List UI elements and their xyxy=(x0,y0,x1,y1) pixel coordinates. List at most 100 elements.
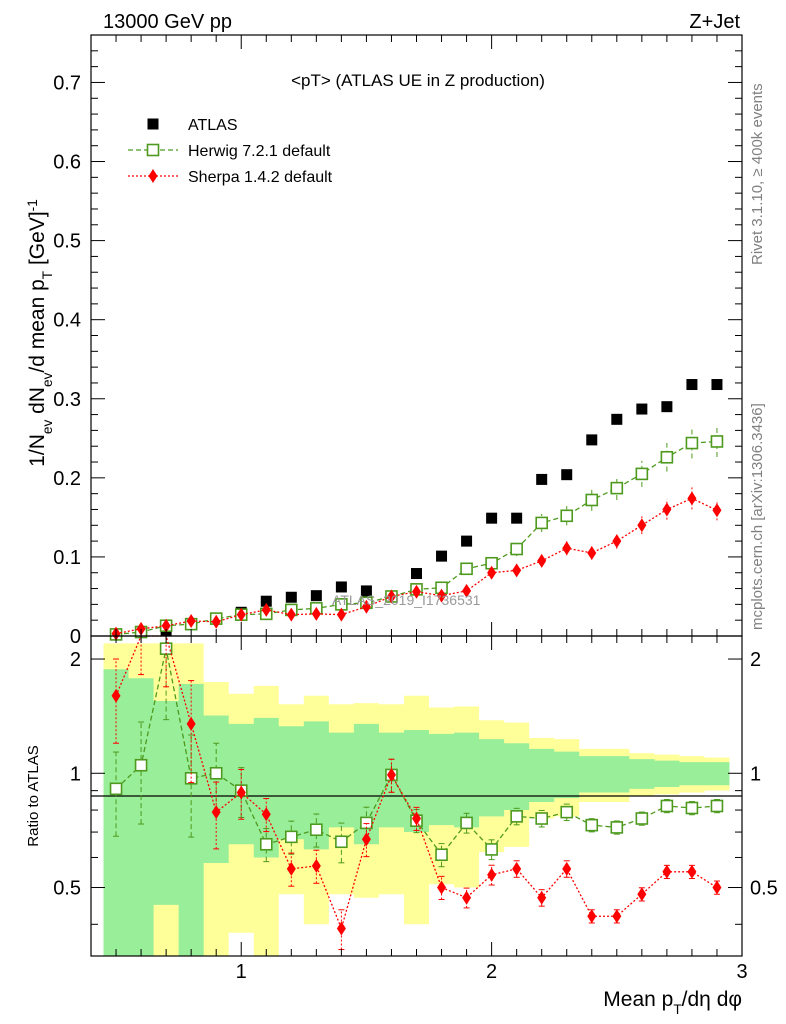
y-tick-label: 0.4 xyxy=(53,310,81,332)
y-tick-label: 0.3 xyxy=(53,389,81,411)
ratio-point xyxy=(585,818,599,832)
ratio-axis-label: Ratio to ATLAS xyxy=(25,745,42,846)
ratio-point xyxy=(437,880,447,895)
data-point xyxy=(460,562,473,576)
ratio-point xyxy=(286,861,296,876)
series-layer xyxy=(109,379,724,951)
ratio-point xyxy=(134,758,148,772)
data-point xyxy=(285,591,297,603)
ratio-point xyxy=(635,812,649,825)
data-point xyxy=(660,450,674,464)
ratio-point xyxy=(462,890,472,905)
data-point xyxy=(186,613,196,628)
data-point xyxy=(510,542,523,556)
data-point xyxy=(286,607,296,622)
data-point xyxy=(260,595,272,607)
ratio-point xyxy=(109,782,123,796)
legend: ATLAS Herwig 7.2.1 default Sherpa 1.4.2 de… xyxy=(128,117,333,186)
data-point xyxy=(437,588,447,603)
data-point xyxy=(611,413,623,425)
ratio-point xyxy=(261,807,271,822)
data-point xyxy=(712,503,722,518)
data-point xyxy=(687,491,697,506)
data-point xyxy=(361,599,371,614)
series-line xyxy=(115,497,718,635)
ratio-point xyxy=(685,801,699,815)
data-point xyxy=(161,618,171,633)
ratio-point xyxy=(535,812,548,825)
y-tick-label: 0.5 xyxy=(53,231,81,253)
data-point xyxy=(586,434,598,446)
data-point xyxy=(335,581,347,593)
ratio-tick-label: 0.5 xyxy=(53,878,81,900)
data-point xyxy=(612,534,622,549)
ratio-point xyxy=(335,835,348,849)
ratio-point xyxy=(285,830,298,844)
data-point xyxy=(587,545,597,560)
data-point xyxy=(360,585,372,597)
data-point xyxy=(436,550,448,562)
y-tick-label: 0.6 xyxy=(53,152,81,174)
data-point xyxy=(635,467,649,481)
data-point xyxy=(537,553,547,568)
ratio-point xyxy=(361,832,371,847)
ratio-point xyxy=(662,864,672,879)
ratio-point xyxy=(537,890,547,905)
legend-label: Sherpa 1.4.2 default xyxy=(188,169,333,186)
ratio-point xyxy=(612,909,622,924)
ratio-point xyxy=(336,921,346,936)
data-point xyxy=(710,435,724,448)
y-tick-label: 0 xyxy=(70,626,81,648)
data-point xyxy=(136,621,146,636)
y-axis-label: 1/Nev dNev/d mean pT [GeV]-1 xyxy=(25,199,55,467)
ratio-tick-label-right: 2 xyxy=(750,649,761,671)
data-point xyxy=(336,607,346,622)
ratio-point xyxy=(111,688,121,703)
data-point xyxy=(461,535,473,547)
data-point xyxy=(211,614,221,629)
data-point xyxy=(310,590,322,602)
ratio-series-sherpa-1-4-2-default xyxy=(111,635,722,951)
data-point xyxy=(487,565,497,580)
axis-ticks: 1 2 3 0 0.1 0.2 0.3 0.4 0.5 0.6 0.7 0.5 0.5 1 1 2 2 xyxy=(53,34,778,983)
data-point xyxy=(561,469,573,481)
ratio-point xyxy=(485,843,498,856)
ratio-point xyxy=(587,909,597,924)
data-point xyxy=(585,493,599,507)
ratio-point xyxy=(211,805,221,820)
data-point xyxy=(311,606,321,621)
data-point xyxy=(535,516,548,530)
ratio-point xyxy=(687,864,697,879)
data-point xyxy=(685,436,699,450)
ratio-point xyxy=(259,837,273,851)
ratio-point xyxy=(236,785,246,800)
data-point xyxy=(386,589,396,604)
data-point xyxy=(236,607,246,622)
ratio-point xyxy=(710,799,724,813)
rivet-version-label: Rivet 3.1.10, ≥ 400k events xyxy=(749,83,766,265)
ratio-point xyxy=(310,823,323,837)
legend-label: ATLAS xyxy=(188,117,238,134)
ratio-series-herwig-7-2-1-default xyxy=(109,635,724,868)
ratio-tick-label: 2 xyxy=(70,649,81,671)
data-point xyxy=(412,584,421,599)
data-point xyxy=(486,512,498,524)
data-point xyxy=(636,403,648,415)
legend-marker xyxy=(147,118,159,130)
chart-title: <pT> (ATLAS UE in Z production) xyxy=(291,71,545,90)
data-point xyxy=(711,379,723,391)
ratio-point xyxy=(512,861,522,876)
data-point xyxy=(610,481,624,495)
uncertainty-bands xyxy=(103,643,730,956)
ratio-point xyxy=(186,716,196,731)
data-point xyxy=(512,563,522,578)
data-point xyxy=(562,541,572,556)
x-tick-label: 2 xyxy=(486,961,497,983)
x-tick-label: 1 xyxy=(236,961,247,983)
y-tick-label: 0.2 xyxy=(53,468,81,490)
data-point xyxy=(536,473,548,485)
ratio-point xyxy=(209,766,223,780)
ratio-point xyxy=(311,858,321,873)
ratio-point xyxy=(435,848,448,862)
ratio-tick-label: 1 xyxy=(70,763,81,785)
